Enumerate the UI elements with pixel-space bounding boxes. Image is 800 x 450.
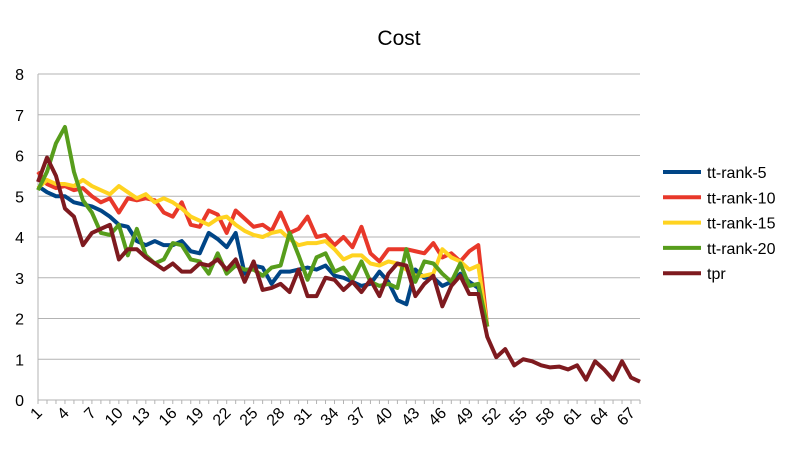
x-tick-label: 4 (54, 405, 72, 423)
chart-title: Cost (377, 27, 420, 50)
y-tick-label: 6 (15, 149, 24, 166)
y-tick-label: 7 (15, 108, 24, 125)
legend-label: tt-rank-10 (707, 190, 776, 207)
x-tick-label: 55 (506, 405, 531, 430)
series-line (36, 155, 641, 384)
y-tick-label: 5 (15, 189, 24, 206)
x-tick-label: 19 (183, 405, 208, 430)
x-tick-label: 13 (129, 405, 154, 430)
legend-label: tt-rank-5 (707, 165, 767, 182)
legend-label: tt-rank-15 (707, 216, 776, 233)
legend-label: tt-rank-20 (707, 241, 776, 258)
y-tick-label: 4 (15, 230, 24, 247)
x-tick-label: 25 (237, 405, 262, 430)
legend-label: tpr (707, 266, 726, 283)
x-tick-label: 67 (614, 405, 639, 430)
series-line (36, 184, 490, 328)
x-tick-label: 46 (426, 405, 451, 430)
x-tick-label: 64 (587, 405, 612, 430)
x-tick-label: 16 (156, 405, 181, 430)
x-tick-label: 40 (372, 405, 397, 430)
y-tick-label: 0 (15, 393, 24, 410)
y-tick-label: 3 (15, 271, 24, 288)
x-tick-label: 1 (28, 405, 46, 423)
y-tick-label: 1 (15, 352, 24, 369)
y-tick-label: 2 (15, 312, 24, 329)
x-tick-label: 31 (291, 405, 316, 430)
x-tick-label: 34 (318, 405, 343, 430)
x-tick-label: 10 (102, 405, 127, 430)
x-tick-label: 43 (399, 405, 424, 430)
y-tick-label: 8 (15, 67, 24, 84)
x-tick-label: 61 (560, 405, 585, 430)
x-tick-label: 22 (210, 405, 235, 430)
x-tick-label: 28 (264, 405, 289, 430)
x-tick-label: 58 (533, 405, 558, 430)
x-tick-label: 37 (345, 405, 370, 430)
x-tick-label: 7 (81, 405, 99, 423)
x-tick-label: 49 (453, 405, 478, 430)
series-line (36, 170, 490, 327)
x-tick-label: 52 (479, 405, 504, 430)
